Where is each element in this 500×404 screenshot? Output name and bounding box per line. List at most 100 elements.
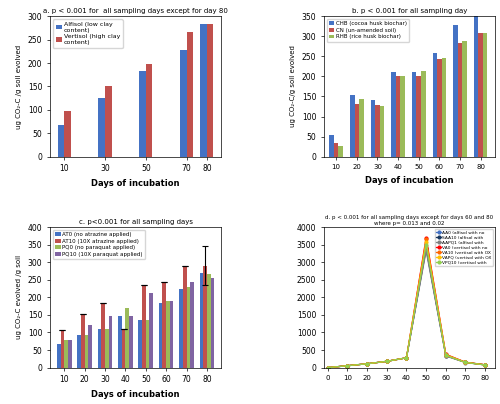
Bar <box>210 278 214 368</box>
Bar <box>207 274 210 368</box>
Line: VA10 (vertisol with OX: VA10 (vertisol with OX <box>326 238 486 369</box>
Bar <box>102 303 105 368</box>
Legend: Alfisol (low clay
content), Vertisol (high clay
content): Alfisol (low clay content), Vertisol (hi… <box>53 19 122 48</box>
VA10 (vertisol with OX <box>344 363 350 368</box>
VAPQ (vertisol with OX <box>462 360 468 365</box>
VPQ10 (vertisol with <box>443 353 449 358</box>
VPQ10 (vertisol with <box>404 356 409 360</box>
VA0 (vertisol with no <box>404 356 409 360</box>
X-axis label: Days of incubation: Days of incubation <box>365 176 454 185</box>
Bar <box>98 329 102 368</box>
Bar <box>412 72 416 157</box>
Title: a. p < 0.001 for  all sampling days except for day 80: a. p < 0.001 for all sampling days excep… <box>43 8 228 15</box>
Bar <box>186 287 190 368</box>
Bar <box>334 143 338 157</box>
AA0 (alfisol with no <box>423 246 429 250</box>
Legend: CHB (cocoa husk biochar), CN (un-amended soil), RHB (rice husk biochar): CHB (cocoa husk biochar), CN (un-amended… <box>326 19 409 42</box>
Line: VPQ10 (vertisol with: VPQ10 (vertisol with <box>326 243 486 369</box>
VA0 (vertisol with no <box>344 363 350 368</box>
Bar <box>170 301 173 368</box>
Bar <box>453 25 458 157</box>
Line: VA0 (vertisol with no: VA0 (vertisol with no <box>326 236 486 369</box>
Bar <box>179 288 183 368</box>
Bar <box>359 99 364 157</box>
Bar <box>375 105 380 157</box>
Title: d. p < 0.001 for all sampling days except for days 60 and 80 where p= 0.013 and : d. p < 0.001 for all sampling days excep… <box>326 215 494 226</box>
SAA10 (alfisol with <box>404 356 409 360</box>
X-axis label: Days of incubation: Days of incubation <box>92 179 180 188</box>
AAPQ1 (alfisol with <box>462 360 468 365</box>
Bar <box>207 24 214 157</box>
AAPQ1 (alfisol with <box>364 361 370 366</box>
Bar <box>370 100 375 157</box>
Bar <box>98 98 105 157</box>
SAA10 (alfisol with <box>384 359 390 364</box>
Bar <box>186 32 193 157</box>
Bar <box>338 145 343 157</box>
Bar <box>437 59 442 157</box>
Bar <box>105 86 112 157</box>
Legend: AT0 (no atrazine applied), AT10 (10X atrazine applied), PQ0 (no paraquat applied: AT0 (no atrazine applied), AT10 (10X atr… <box>53 230 145 259</box>
VPQ10 (vertisol with <box>462 360 468 365</box>
Bar <box>442 57 446 157</box>
VPQ10 (vertisol with <box>325 365 331 370</box>
Bar <box>432 53 437 157</box>
VA0 (vertisol with no <box>384 359 390 364</box>
Bar <box>162 282 166 368</box>
Line: SAA10 (alfisol with: SAA10 (alfisol with <box>326 248 486 369</box>
VA10 (vertisol with OX <box>462 360 468 365</box>
Bar <box>78 335 81 368</box>
AAPQ1 (alfisol with <box>482 362 488 367</box>
VAPQ (vertisol with OX <box>344 363 350 368</box>
Bar <box>105 329 108 368</box>
Bar <box>478 33 483 157</box>
Bar <box>138 320 142 368</box>
VA10 (vertisol with OX <box>325 365 331 370</box>
AAPQ1 (alfisol with <box>443 354 449 358</box>
SAA10 (alfisol with <box>462 360 468 365</box>
Bar <box>400 76 405 157</box>
Bar <box>474 13 478 157</box>
Bar <box>81 314 84 368</box>
Bar <box>200 273 203 368</box>
Bar <box>203 266 207 368</box>
Bar <box>416 76 421 157</box>
Bar <box>350 95 354 157</box>
VPQ10 (vertisol with <box>364 361 370 366</box>
Bar <box>129 316 132 368</box>
AAPQ1 (alfisol with <box>404 356 409 360</box>
Bar <box>380 106 384 157</box>
VA10 (vertisol with OX <box>364 361 370 366</box>
VAPQ (vertisol with OX <box>325 365 331 370</box>
Bar <box>146 64 152 157</box>
VAPQ (vertisol with OX <box>404 356 409 360</box>
AA0 (alfisol with no <box>462 360 468 365</box>
AA0 (alfisol with no <box>325 365 331 370</box>
Bar <box>68 339 71 368</box>
VA10 (vertisol with OX <box>443 352 449 357</box>
Y-axis label: ug CO₂-C /g soil evolved: ug CO₂-C /g soil evolved <box>16 44 22 128</box>
Bar <box>159 303 162 368</box>
Bar <box>60 330 64 368</box>
VA0 (vertisol with no <box>364 361 370 366</box>
Bar <box>64 111 71 157</box>
AA0 (alfisol with no <box>364 361 370 366</box>
SAA10 (alfisol with <box>443 353 449 358</box>
VAPQ (vertisol with OX <box>423 240 429 244</box>
Bar <box>88 326 92 368</box>
Y-axis label: ug CO₂-C evolved /g soil: ug CO₂-C evolved /g soil <box>16 255 22 339</box>
Bar <box>166 301 170 368</box>
Bar <box>421 71 426 157</box>
Bar <box>142 285 146 368</box>
VAPQ (vertisol with OX <box>384 359 390 364</box>
Bar <box>58 125 64 157</box>
Bar <box>150 293 153 368</box>
Line: VAPQ (vertisol with OX: VAPQ (vertisol with OX <box>326 240 486 369</box>
Bar <box>146 320 150 368</box>
VAPQ (vertisol with OX <box>364 361 370 366</box>
Bar <box>200 24 207 157</box>
Bar <box>57 344 60 368</box>
Bar <box>64 340 68 368</box>
VAPQ (vertisol with OX <box>443 353 449 358</box>
Line: AA0 (alfisol with no: AA0 (alfisol with no <box>326 247 486 369</box>
